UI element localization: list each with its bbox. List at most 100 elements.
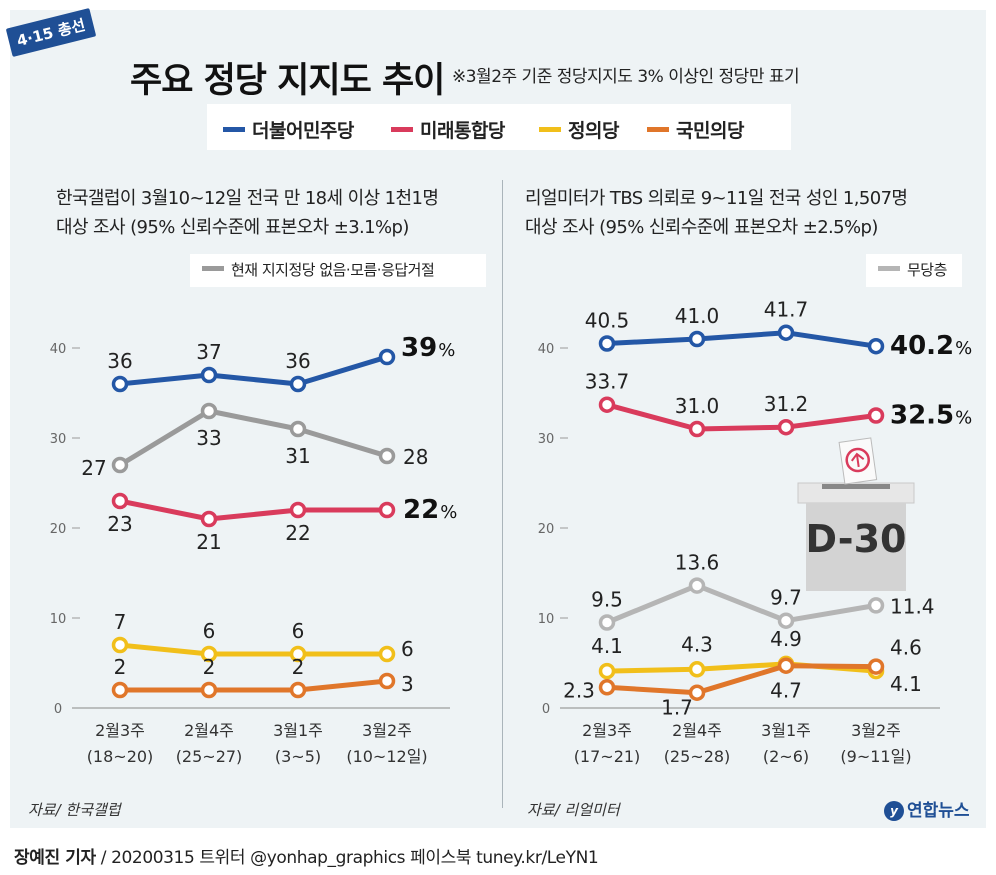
- left-sub-legend-label: 현재 지지정당 없음·모름·응답거절: [231, 261, 435, 279]
- data-label: 33.7: [585, 370, 630, 394]
- x-tick-label: 3월2주: [362, 721, 412, 740]
- percent-sign: %: [438, 340, 455, 361]
- series-line: [606, 330, 877, 349]
- right-chart: 0 10 20 30 40 2월3주 (17~21) 2월4주 (25~28) 3월1주 (2~6)…: [538, 298, 973, 766]
- y-tick-label: 30: [50, 432, 67, 447]
- reporter-name: 장예진 기자: [14, 848, 96, 868]
- data-label: 31.2: [764, 392, 809, 416]
- data-label: 2.3: [563, 678, 595, 702]
- data-point: [378, 447, 396, 465]
- left-sub-legend: 현재 지지정당 없음·모름·응답거절: [190, 254, 486, 287]
- legend-label: 정의당: [568, 120, 619, 142]
- data-point: [777, 657, 795, 674]
- data-label: 37: [196, 340, 221, 364]
- series-line: [119, 498, 387, 522]
- series-line: [119, 354, 388, 387]
- left-source: 자료/ 한국갤럽: [28, 801, 121, 819]
- x-tick-label: 3월1주: [761, 721, 811, 740]
- data-point: [200, 645, 218, 663]
- x-tick-sublabel: (10~12일): [346, 747, 427, 766]
- percent-sign: %: [440, 502, 457, 523]
- data-label: 2: [114, 655, 127, 679]
- data-point: [200, 510, 218, 528]
- data-label: 39: [401, 333, 437, 363]
- data-point: [111, 492, 129, 510]
- data-point: [598, 335, 616, 352]
- data-label: 4.6: [890, 636, 922, 660]
- data-point: [688, 684, 706, 701]
- data-label: 9.7: [770, 586, 802, 610]
- d-day-label: D-30: [806, 517, 907, 561]
- data-label: 36: [107, 349, 132, 373]
- x-tick-label: 2월4주: [672, 721, 722, 740]
- series-line: [118, 408, 388, 468]
- x-tick-sublabel: (25~27): [176, 747, 243, 766]
- percent-sign: %: [955, 338, 972, 359]
- credit-details: / 20200315 트위터 @yonhap_graphics 페이스북 tun…: [100, 848, 599, 868]
- data-label: 41.7: [764, 298, 809, 322]
- y-tick-label: 10: [50, 612, 67, 627]
- data-label: 27: [81, 456, 106, 480]
- x-tick-label: 2월4주: [184, 721, 234, 740]
- data-label: 11.4: [890, 594, 935, 618]
- data-label: 22: [285, 521, 310, 545]
- left-desc-line2: 대상 조사 (95% 신뢰수준에 표본오차 ±3.1%p): [56, 217, 409, 238]
- credit-line: 장예진 기자 / 20200315 트위터 @yonhap_graphics 페…: [14, 843, 599, 868]
- x-tick-sublabel: (9~11일): [840, 747, 911, 766]
- data-point: [867, 407, 885, 424]
- series-line: [606, 663, 877, 696]
- legend-label: 국민의당: [676, 120, 744, 142]
- data-label: 33: [196, 426, 221, 450]
- legend-swatch: [223, 127, 245, 132]
- data-point: [200, 402, 218, 420]
- data-label: 4.1: [890, 672, 922, 696]
- data-point: [867, 337, 885, 355]
- data-label: 41.0: [675, 304, 720, 328]
- data-point: [378, 645, 396, 663]
- right-desc-line2: 대상 조사 (95% 신뢰수준에 표본오차 ±2.5%p): [525, 217, 878, 238]
- data-point: [200, 681, 218, 699]
- data-point: [378, 672, 396, 690]
- right-desc-line1: 리얼미터가 TBS 의뢰로 9~11일 전국 성인 1,507명: [525, 188, 908, 209]
- percent-sign: %: [955, 408, 972, 429]
- legend-item-tonghap: 미래통합당: [391, 116, 505, 143]
- data-point: [378, 501, 396, 519]
- data-point: [378, 348, 396, 366]
- legend-label: 미래통합당: [420, 120, 505, 142]
- main-legend: 더불어민주당 미래통합당 정의당 국민의당: [207, 104, 791, 150]
- data-point: [688, 577, 706, 594]
- y-tick-label: 20: [538, 522, 555, 537]
- y-tick-label: 40: [50, 342, 67, 357]
- data-label: 1.7: [661, 696, 693, 720]
- chart-note: ※3월2주 기준 정당지지도 3% 이상인 정당만 표기: [452, 67, 800, 87]
- series-line: [120, 678, 388, 693]
- right-survey-description: 리얼미터가 TBS 의뢰로 9~11일 전국 성인 1,507명 대상 조사 (…: [525, 184, 908, 242]
- data-label: 6: [401, 637, 414, 661]
- data-point: [289, 420, 307, 438]
- data-label: 4.1: [591, 634, 623, 658]
- yonhap-logo-text: 연합뉴스: [907, 801, 970, 821]
- x-tick-sublabel: (17~21): [574, 747, 641, 766]
- y-tick-label: 30: [538, 432, 555, 447]
- legend-swatch: [647, 127, 669, 132]
- data-point: [598, 396, 616, 413]
- data-point: [111, 636, 129, 654]
- x-tick-sublabel: (18~20): [87, 747, 154, 766]
- data-label: 40.5: [585, 309, 630, 333]
- legend-item-justice: 정의당: [539, 116, 619, 143]
- data-label: 40.2: [890, 331, 954, 361]
- chart-title: 주요 정당 지지도 추이: [130, 61, 445, 101]
- data-label: 4.9: [770, 627, 802, 651]
- yonhap-logo: y 연합뉴스: [884, 796, 970, 821]
- data-point: [688, 661, 706, 678]
- data-label: 31.0: [675, 394, 720, 418]
- data-point: [777, 418, 795, 436]
- legend-swatch: [878, 266, 900, 271]
- legend-swatch: [391, 127, 413, 132]
- x-tick-label: 3월1주: [273, 721, 323, 740]
- data-label: 7: [114, 610, 127, 634]
- data-point: [200, 366, 218, 384]
- data-point: [289, 645, 307, 663]
- data-label: 28: [403, 445, 428, 469]
